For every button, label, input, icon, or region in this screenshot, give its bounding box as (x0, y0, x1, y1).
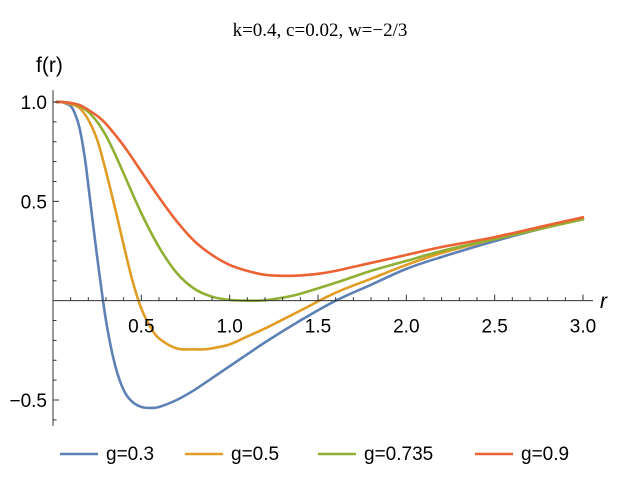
x-ticks-group: 0.5 1.0 1.5 2.0 2.5 3.0 (70, 294, 596, 338)
x-tick-label: 2.0 (393, 317, 419, 338)
chart-title: k=0.4, c=0.02, w=−2/3 (233, 20, 408, 41)
legend: g=0.3 g=0.5 g=0.735 g=0.9 (60, 444, 569, 465)
series-line-4 (55, 100, 585, 278)
series-line-3 (55, 100, 585, 303)
x-axis-label: r (600, 290, 608, 313)
legend-label-2: g=0.5 (231, 444, 279, 465)
legend-label-3: g=0.735 (364, 444, 433, 465)
series-group (55, 100, 585, 410)
legend-label-4: g=0.9 (521, 444, 569, 465)
y-tick-label: 1.0 (21, 93, 47, 114)
y-ticks-group: −0.5 0.5 1.0 (9, 93, 59, 421)
legend-label-1: g=0.3 (106, 444, 154, 465)
axes-group (52, 90, 593, 426)
y-axis-label: f(r) (36, 54, 63, 77)
x-tick-label: 1.0 (216, 317, 242, 338)
y-tick-label: 0.5 (21, 192, 47, 213)
series-line-2 (55, 100, 585, 351)
series-line-1 (55, 100, 585, 410)
x-tick-label: 2.5 (481, 317, 507, 338)
x-tick-label: 1.5 (305, 317, 331, 338)
y-tick-label: −0.5 (9, 391, 47, 412)
plot-area: 0.5 1.0 1.5 2.0 2.5 3.0 −0.5 0.5 1.0 (9, 90, 596, 426)
x-tick-label: 0.5 (128, 317, 154, 338)
x-tick-label: 3.0 (570, 317, 596, 338)
